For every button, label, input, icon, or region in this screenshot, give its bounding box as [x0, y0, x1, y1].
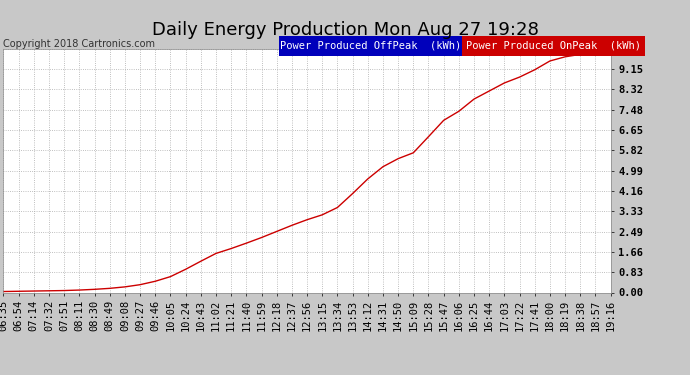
- Text: Daily Energy Production Mon Aug 27 19:28: Daily Energy Production Mon Aug 27 19:28: [152, 21, 538, 39]
- Text: Power Produced OnPeak  (kWh): Power Produced OnPeak (kWh): [466, 41, 641, 51]
- Text: Copyright 2018 Cartronics.com: Copyright 2018 Cartronics.com: [3, 39, 155, 50]
- Text: Power Produced OffPeak  (kWh): Power Produced OffPeak (kWh): [280, 41, 462, 51]
